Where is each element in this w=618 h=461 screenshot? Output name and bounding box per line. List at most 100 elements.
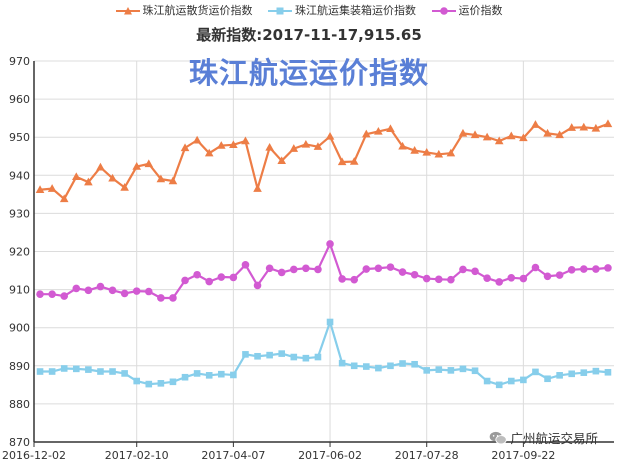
data-point[interactable] bbox=[338, 359, 346, 367]
data-point[interactable] bbox=[192, 135, 202, 144]
data-point[interactable] bbox=[386, 263, 395, 271]
data-point[interactable] bbox=[387, 362, 394, 370]
data-point[interactable] bbox=[132, 287, 141, 295]
data-point[interactable] bbox=[72, 284, 81, 293]
legend-item-container[interactable]: 珠江航运集装箱运价指数 bbox=[268, 2, 416, 18]
data-point[interactable] bbox=[97, 368, 104, 375]
data-point[interactable] bbox=[145, 380, 153, 388]
data-point[interactable] bbox=[375, 364, 382, 372]
data-point[interactable] bbox=[84, 286, 93, 295]
data-point[interactable] bbox=[326, 240, 334, 248]
data-point[interactable] bbox=[156, 174, 166, 183]
data-point[interactable] bbox=[36, 368, 44, 375]
data-point[interactable] bbox=[435, 366, 443, 373]
data-point[interactable] bbox=[447, 275, 455, 284]
data-point[interactable] bbox=[410, 270, 419, 279]
data-point[interactable] bbox=[325, 131, 335, 140]
data-point[interactable] bbox=[289, 144, 299, 152]
data-point[interactable] bbox=[604, 368, 612, 376]
data-point[interactable] bbox=[120, 182, 129, 191]
data-point[interactable] bbox=[555, 130, 564, 139]
data-point[interactable] bbox=[494, 136, 504, 145]
data-point[interactable] bbox=[72, 365, 80, 373]
data-point[interactable] bbox=[362, 363, 370, 370]
data-point[interactable] bbox=[374, 264, 383, 273]
data-point[interactable] bbox=[434, 149, 444, 158]
data-point[interactable] bbox=[157, 380, 165, 387]
data-point[interactable] bbox=[471, 267, 479, 276]
data-point[interactable] bbox=[242, 351, 249, 358]
data-point[interactable] bbox=[217, 370, 225, 378]
data-point[interactable] bbox=[96, 162, 105, 171]
data-point[interactable] bbox=[459, 265, 467, 274]
data-point[interactable] bbox=[157, 294, 165, 302]
data-point[interactable] bbox=[470, 130, 480, 139]
data-point[interactable] bbox=[144, 159, 154, 168]
data-point[interactable] bbox=[411, 360, 418, 368]
data-point[interactable] bbox=[544, 375, 551, 383]
data-point[interactable] bbox=[592, 265, 600, 273]
data-point[interactable] bbox=[507, 273, 516, 282]
data-point[interactable] bbox=[495, 278, 504, 286]
data-point[interactable] bbox=[289, 265, 298, 274]
data-point[interactable] bbox=[277, 268, 286, 277]
data-point[interactable] bbox=[253, 281, 262, 290]
data-point[interactable] bbox=[266, 351, 273, 359]
data-point[interactable] bbox=[434, 275, 443, 284]
data-point[interactable] bbox=[36, 290, 44, 298]
data-point[interactable] bbox=[349, 157, 359, 165]
data-point[interactable] bbox=[230, 371, 237, 379]
data-point[interactable] bbox=[121, 370, 128, 377]
data-point[interactable] bbox=[205, 277, 214, 286]
data-point[interactable] bbox=[519, 133, 528, 142]
data-point[interactable] bbox=[423, 367, 431, 374]
data-point[interactable] bbox=[302, 354, 310, 362]
data-point[interactable] bbox=[204, 148, 214, 157]
data-point[interactable] bbox=[84, 177, 93, 186]
data-point[interactable] bbox=[180, 143, 190, 152]
data-point[interactable] bbox=[193, 270, 201, 279]
data-point[interactable] bbox=[399, 360, 406, 367]
data-point[interactable] bbox=[108, 286, 117, 295]
data-point[interactable] bbox=[579, 265, 588, 273]
data-point[interactable] bbox=[216, 141, 226, 149]
data-point[interactable] bbox=[543, 272, 552, 281]
data-point[interactable] bbox=[579, 122, 589, 131]
data-point[interactable] bbox=[422, 147, 432, 156]
data-point[interactable] bbox=[254, 352, 261, 360]
data-point[interactable] bbox=[205, 372, 213, 379]
data-point[interactable] bbox=[241, 261, 250, 269]
data-point[interactable] bbox=[169, 294, 177, 302]
data-point[interactable] bbox=[168, 176, 178, 185]
data-point[interactable] bbox=[48, 368, 56, 375]
data-point[interactable] bbox=[60, 292, 69, 300]
data-point[interactable] bbox=[313, 142, 323, 150]
data-point[interactable] bbox=[181, 373, 189, 381]
data-point[interactable] bbox=[301, 139, 311, 148]
data-point[interactable] bbox=[71, 172, 81, 181]
data-point[interactable] bbox=[217, 273, 226, 281]
data-point[interactable] bbox=[144, 287, 153, 296]
data-point[interactable] bbox=[483, 377, 491, 385]
data-point[interactable] bbox=[531, 120, 540, 128]
data-point[interactable] bbox=[132, 162, 142, 170]
data-point[interactable] bbox=[241, 136, 250, 145]
data-point[interactable] bbox=[229, 140, 238, 149]
data-point[interactable] bbox=[277, 156, 287, 165]
data-point[interactable] bbox=[60, 365, 68, 372]
data-point[interactable] bbox=[253, 184, 262, 192]
data-point[interactable] bbox=[85, 366, 92, 373]
data-point[interactable] bbox=[531, 263, 540, 272]
data-point[interactable] bbox=[568, 370, 576, 378]
data-point[interactable] bbox=[47, 184, 57, 192]
data-point[interactable] bbox=[446, 148, 456, 157]
data-point[interactable] bbox=[398, 268, 407, 276]
data-point[interactable] bbox=[483, 274, 491, 282]
data-point[interactable] bbox=[169, 378, 177, 386]
data-point[interactable] bbox=[314, 353, 322, 361]
data-point[interactable] bbox=[520, 376, 527, 384]
data-point[interactable] bbox=[556, 372, 563, 379]
data-point[interactable] bbox=[35, 185, 45, 193]
data-point[interactable] bbox=[532, 368, 539, 376]
data-point[interactable] bbox=[109, 368, 116, 375]
